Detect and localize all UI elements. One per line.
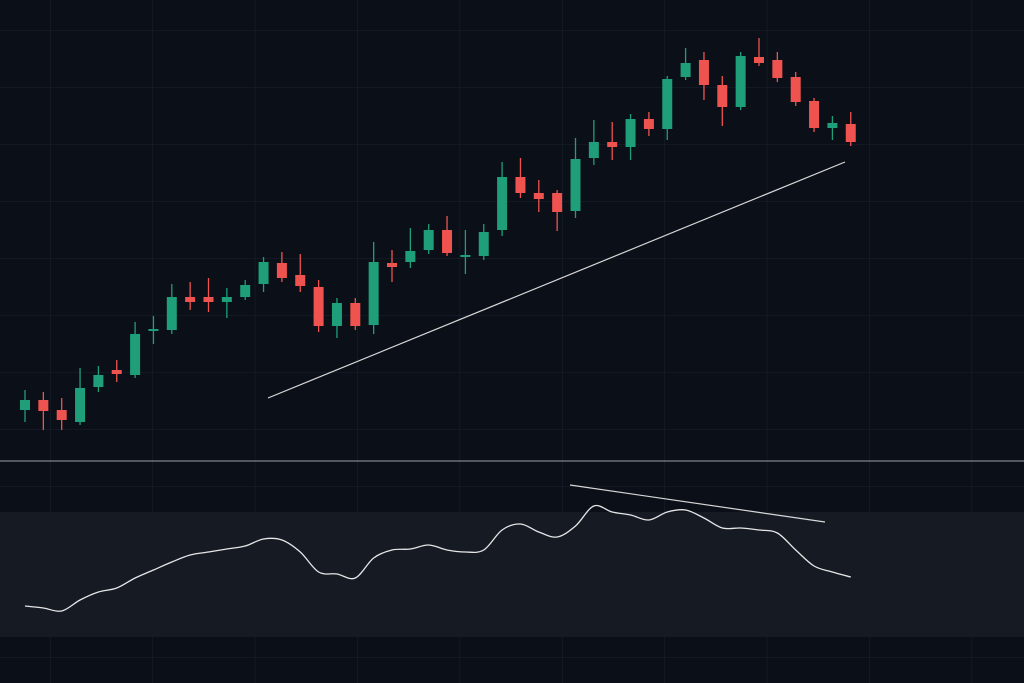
candle-body xyxy=(607,142,618,147)
candle-body xyxy=(20,400,30,410)
candle-body xyxy=(166,297,177,330)
candle-body xyxy=(827,123,838,128)
candle-body xyxy=(148,329,159,331)
oscillator-band xyxy=(0,512,1024,637)
candle-body xyxy=(460,255,471,257)
candle-body xyxy=(533,193,544,199)
candle-body xyxy=(221,297,232,302)
candle-body xyxy=(423,230,434,250)
candle-body xyxy=(552,193,563,212)
candle-body xyxy=(368,262,379,325)
candle-body xyxy=(809,101,820,128)
candle-body xyxy=(350,303,361,326)
candle-body xyxy=(442,230,453,253)
candle-body xyxy=(754,57,764,63)
candle-body xyxy=(845,124,856,142)
candle-body xyxy=(387,263,397,267)
candle-body xyxy=(331,303,342,326)
candle-body xyxy=(258,262,269,284)
candle-body xyxy=(405,251,416,262)
candle-body xyxy=(698,60,709,85)
candle-body xyxy=(625,119,636,147)
oscillator-line xyxy=(24,504,851,612)
candle-body xyxy=(680,63,691,77)
candle-body xyxy=(313,287,324,326)
candle-body xyxy=(185,297,196,302)
candle-body xyxy=(93,375,104,387)
candle-body xyxy=(790,77,801,102)
trendline xyxy=(267,161,846,399)
candle-body xyxy=(717,85,728,107)
divergence-line xyxy=(569,484,826,523)
candle-body xyxy=(478,232,489,256)
candle-body xyxy=(276,263,287,278)
candle-body xyxy=(56,410,67,420)
candle-body xyxy=(497,177,508,230)
candle-body xyxy=(38,400,49,411)
candle-body xyxy=(130,334,141,375)
candle-body xyxy=(240,285,251,297)
candle-body xyxy=(515,177,526,193)
candle-body xyxy=(295,275,306,286)
candle-body xyxy=(772,60,783,78)
candle-body xyxy=(588,142,599,158)
candle-body xyxy=(662,79,673,129)
candle-body xyxy=(75,388,86,422)
candle-body xyxy=(643,119,654,129)
candle-body xyxy=(570,159,581,211)
candle-body xyxy=(203,297,214,302)
candle-body xyxy=(735,56,746,107)
candle-body xyxy=(111,370,122,374)
